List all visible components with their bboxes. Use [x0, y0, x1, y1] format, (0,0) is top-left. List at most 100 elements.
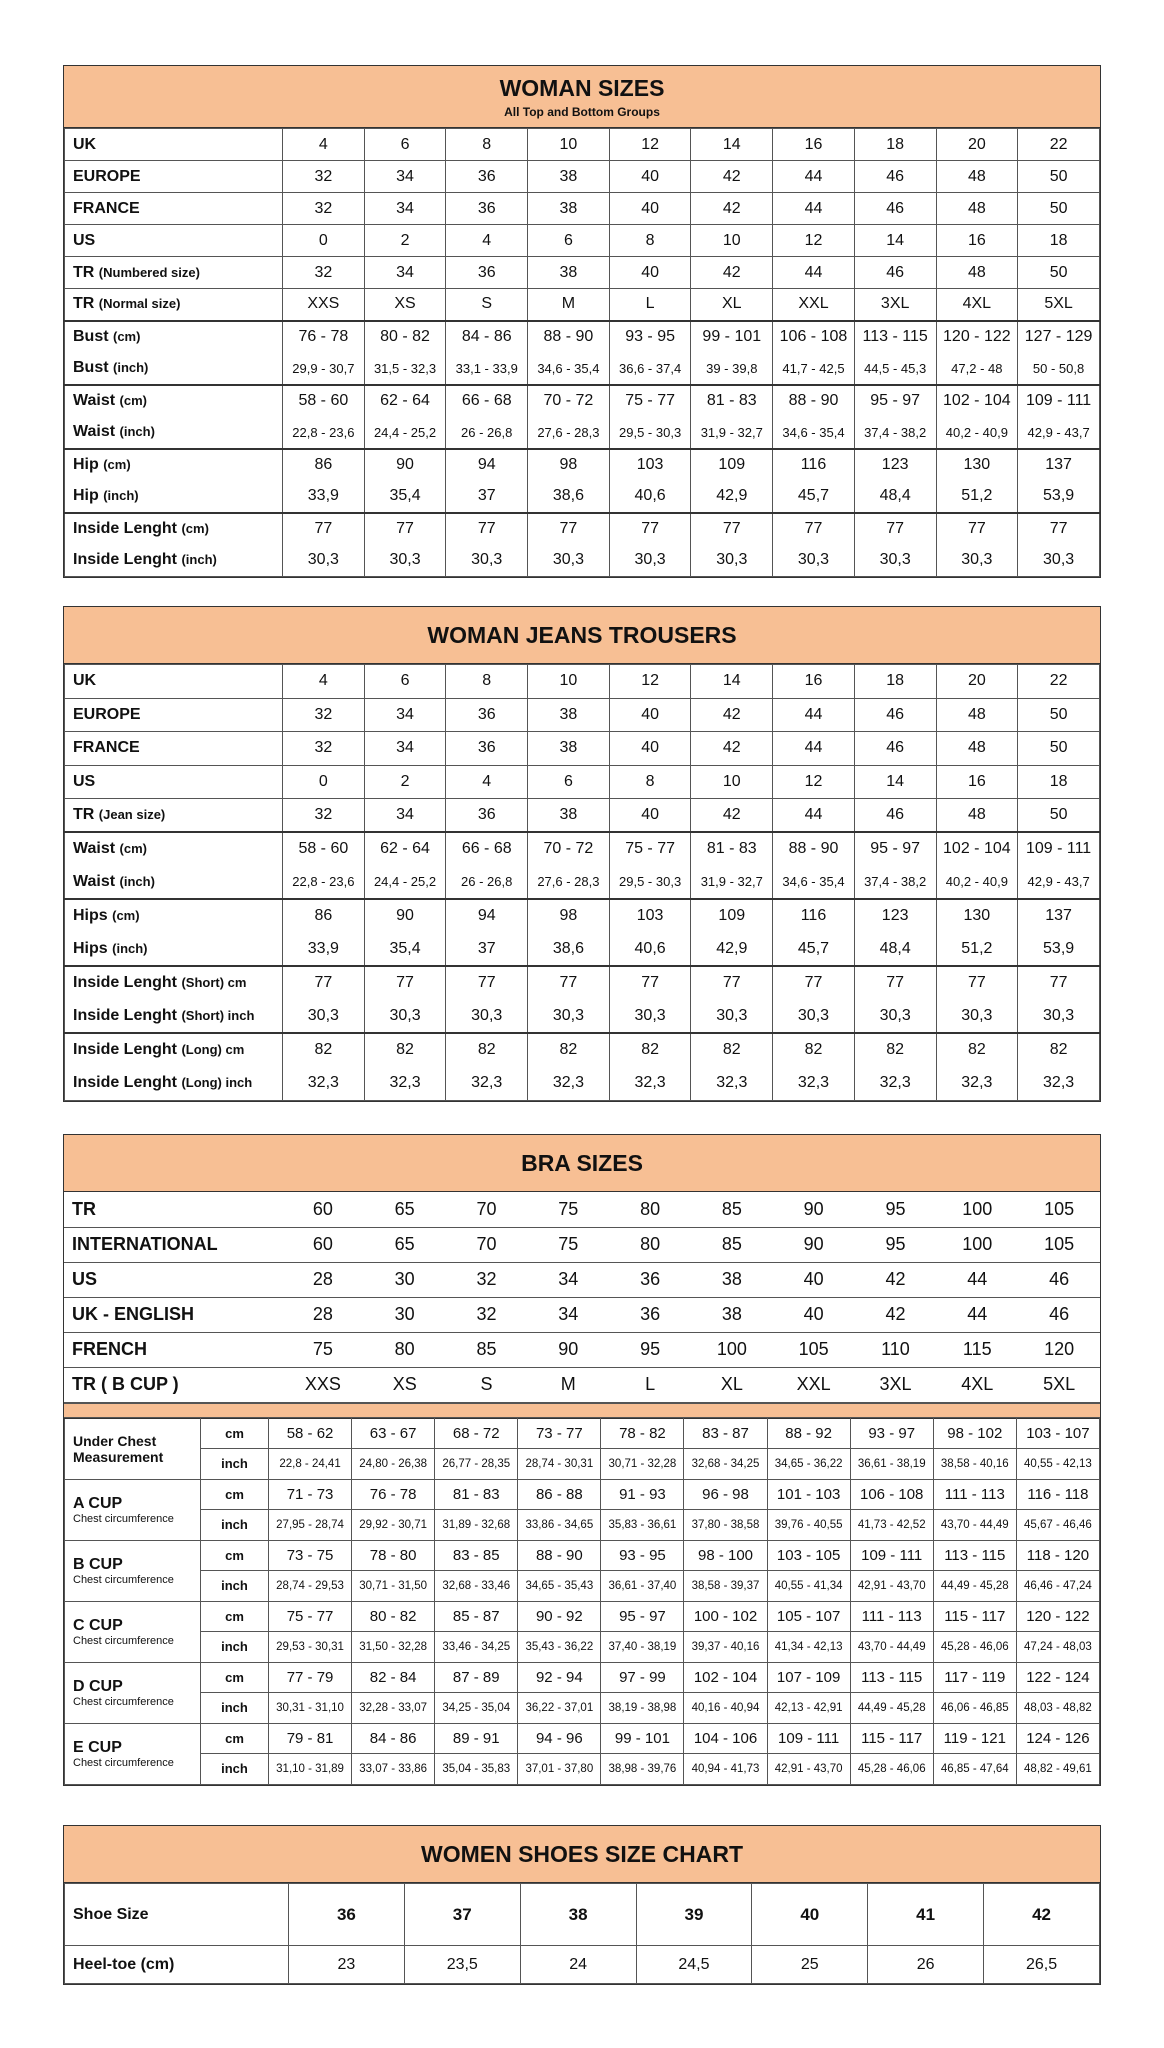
measure-cell: 63 - 67 [351, 1417, 436, 1449]
size-cell: 105 [1018, 1192, 1100, 1228]
size-cell: 48,4 [853, 932, 937, 967]
size-cell: 27,6 - 28,3 [527, 416, 610, 449]
measure-cell: 36,22 - 37,01 [517, 1692, 602, 1724]
size-cell: 12 [608, 128, 692, 161]
measure-cell: 78 - 82 [600, 1417, 685, 1449]
row-label: INTERNATIONAL [64, 1227, 282, 1263]
size-cell: 2 [363, 224, 447, 257]
size-cell: 50 [1017, 798, 1100, 833]
label-main: Hips [73, 907, 113, 925]
size-cell: 95 [854, 1227, 937, 1263]
size-cell: 4XL [936, 1367, 1019, 1403]
measure-cell: 118 - 120 [1015, 1539, 1101, 1571]
table-row: Hips (cm) 86 90 94 98 103 109 116 123 130 137 [64, 898, 1100, 933]
measure-cell: 38,58 - 39,37 [683, 1570, 768, 1602]
size-cell: 75 [527, 1227, 610, 1263]
size-cell: 44 [772, 798, 855, 833]
size-cell: 130 [935, 447, 1019, 481]
label-main: US [72, 1269, 98, 1289]
table-row: INTERNATIONAL 60 65 70 75 80 85 90 95 100 105 [64, 1227, 1100, 1263]
size-cell: 37 [445, 932, 529, 967]
table-row: Inside Lenght (inch) 30,3 30,3 30,3 30,3 30,3… [64, 544, 1100, 577]
size-cell: 24 [519, 1945, 637, 1984]
size-cell: 77 [853, 965, 937, 1000]
label-main: FRANCE [73, 739, 140, 757]
size-cell: 34 [363, 256, 447, 289]
size-cell: 38,6 [527, 480, 610, 513]
size-cell: 30,3 [363, 999, 447, 1034]
row-label: Waist (cm) [64, 383, 283, 417]
unit-label: cm [200, 1478, 269, 1510]
size-cell: 88 - 90 [527, 319, 610, 353]
size-cell: 35,4 [363, 480, 447, 513]
size-cell: 32 [282, 160, 365, 193]
size-cell: 3XL [854, 1367, 937, 1403]
measure-cell: 31,10 - 31,89 [267, 1753, 353, 1785]
size-cell: 30,3 [935, 544, 1019, 577]
size-cell: 32 [282, 731, 365, 766]
size-cell: 32,3 [363, 1066, 447, 1101]
size-cell: 37,4 - 38,2 [853, 416, 937, 449]
size-cell: 40,2 - 40,9 [935, 865, 1019, 900]
size-cell: 60 [282, 1192, 364, 1228]
size-cell: 8 [445, 128, 529, 161]
size-cell: 33,9 [282, 932, 365, 967]
size-cell: 3XL [853, 288, 937, 321]
size-cell: 26 [867, 1945, 985, 1984]
size-cell: 30,3 [527, 999, 610, 1034]
measure-cell: 40,94 - 41,73 [683, 1753, 768, 1785]
size-cell: 18 [1017, 224, 1100, 257]
measure-cell: 32,28 - 33,07 [351, 1692, 436, 1724]
measure-cell: 124 - 126 [1015, 1722, 1101, 1754]
size-cell: 40 [772, 1297, 855, 1333]
cup-name: D CUP [73, 1677, 123, 1695]
size-cell: 6 [527, 224, 610, 257]
table-row: TR (Normal size) XXS XS S M L XL XXL 3XL 4XL 5XL [64, 288, 1100, 321]
measure-cell: 106 - 108 [849, 1478, 934, 1510]
size-cell: 40 [751, 1883, 869, 1946]
size-cell: 26 - 26,8 [445, 865, 529, 900]
size-cell: 50 [1017, 731, 1100, 766]
size-cell: 82 [608, 1032, 692, 1067]
size-cell: 88 - 90 [772, 831, 855, 866]
size-cell: 23,5 [403, 1945, 521, 1984]
bra-sizes-table: BRA SIZES TR 60 65 70 75 80 85 90 95 100 105 INTERN… [63, 1134, 1101, 1786]
measure-cell: 58 - 62 [267, 1417, 353, 1449]
size-cell: 34 [363, 160, 447, 193]
size-cell: 137 [1017, 447, 1100, 481]
size-cell: 35,4 [363, 932, 447, 967]
size-cell: 38 [527, 731, 610, 766]
label-main: FRENCH [72, 1339, 147, 1359]
measure-cell: 98 - 102 [932, 1417, 1017, 1449]
size-cell: 26,5 [983, 1945, 1100, 1984]
size-cell: 36 [609, 1262, 691, 1298]
label-main: Inside Lenght [73, 1041, 182, 1059]
size-cell: 48 [935, 160, 1019, 193]
size-cell: 100 [936, 1192, 1019, 1228]
size-cell: 18 [853, 664, 937, 699]
measure-cell: 84 - 86 [351, 1722, 436, 1754]
size-cell: 32,3 [772, 1066, 855, 1101]
size-cell: 26 - 26,8 [445, 416, 529, 449]
size-cell: 6 [527, 764, 610, 799]
label-main: Shoe Size [73, 1905, 149, 1923]
size-cell: 46 [1018, 1297, 1100, 1333]
label-unit: (cm) [119, 393, 147, 408]
unit-label: inch [200, 1509, 269, 1541]
label-main: INTERNATIONAL [72, 1234, 218, 1254]
size-cell: 70 - 72 [527, 383, 610, 417]
size-cell: 77 [527, 511, 610, 545]
size-cell: 34,6 - 35,4 [772, 865, 855, 900]
size-cell: 38 [527, 798, 610, 833]
size-cell: 5XL [1018, 1367, 1100, 1403]
size-cell: 38 [527, 160, 610, 193]
row-label: FRANCE [64, 192, 283, 225]
measure-cell: 89 - 91 [434, 1722, 519, 1754]
measure-cell: 34,65 - 36,22 [766, 1448, 851, 1480]
size-cell: 36 [445, 697, 529, 732]
size-cell: 34 [363, 731, 447, 766]
measure-cell: 94 - 96 [517, 1722, 602, 1754]
table-title: BRA SIZES [521, 1149, 643, 1176]
measure-cell: 41,73 - 42,52 [849, 1509, 934, 1541]
size-cell: 48 [935, 798, 1019, 833]
